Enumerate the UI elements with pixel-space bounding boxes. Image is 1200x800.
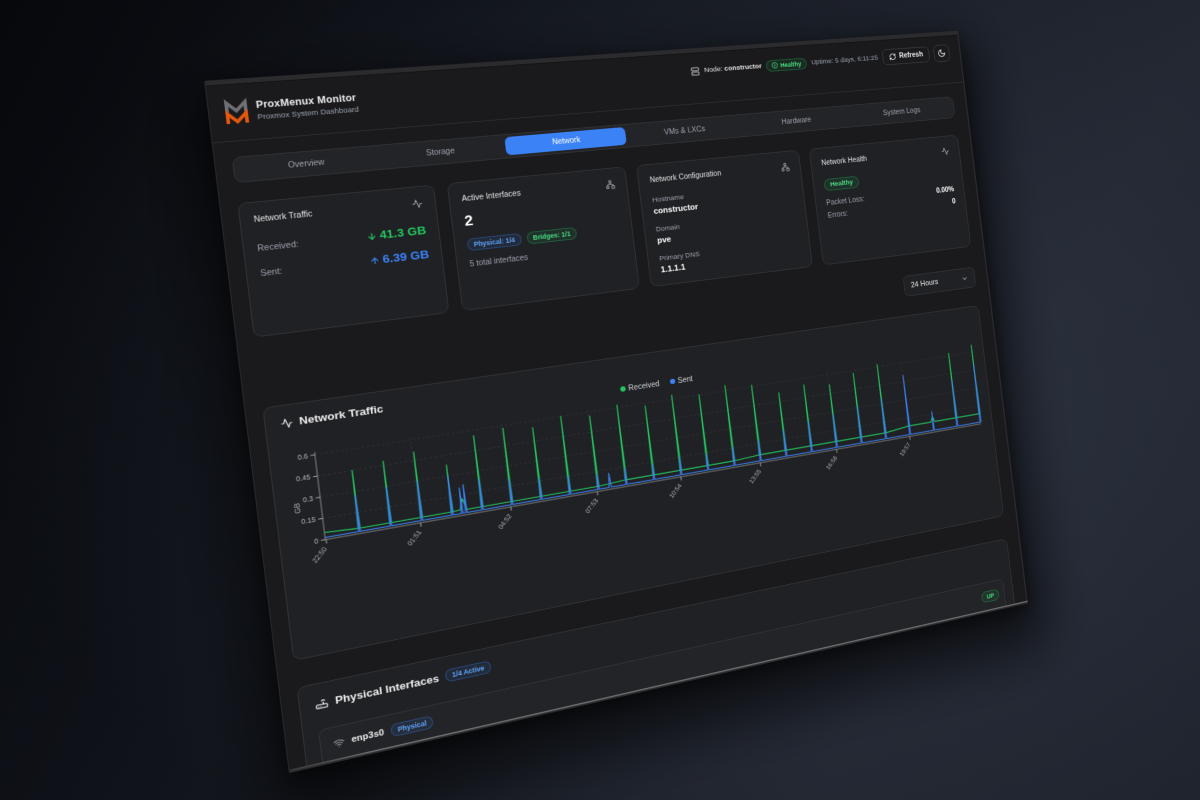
- svg-text:0.3: 0.3: [302, 494, 313, 504]
- svg-text:0.15: 0.15: [301, 516, 316, 527]
- svg-text:0.6: 0.6: [297, 452, 308, 462]
- svg-text:19:57: 19:57: [898, 441, 912, 457]
- svg-text:0.45: 0.45: [296, 473, 312, 483]
- svg-text:07:53: 07:53: [584, 497, 600, 515]
- svg-text:01:51: 01:51: [405, 529, 423, 548]
- svg-text:13:55: 13:55: [748, 468, 763, 485]
- svg-text:22:50: 22:50: [310, 545, 329, 564]
- svg-text:10:54: 10:54: [668, 482, 684, 499]
- svg-text:16:56: 16:56: [824, 454, 838, 471]
- svg-text:GB: GB: [292, 502, 302, 514]
- svg-text:04:52: 04:52: [496, 513, 513, 531]
- svg-text:0: 0: [314, 537, 319, 546]
